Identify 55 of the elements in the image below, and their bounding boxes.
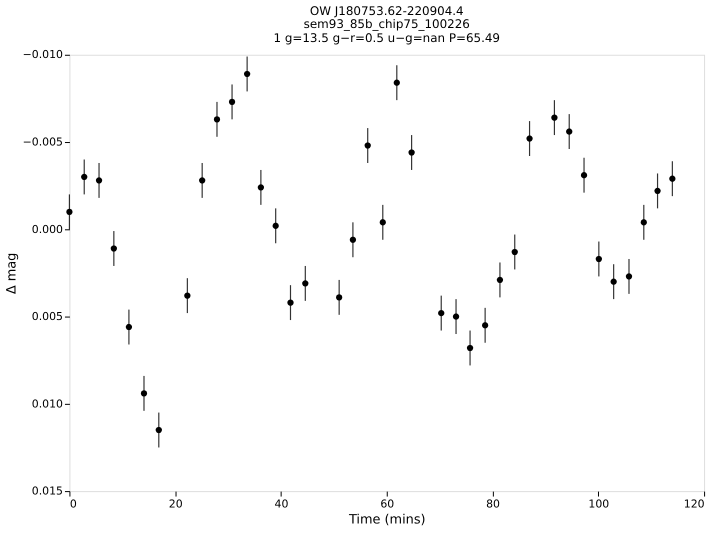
- point: [551, 114, 558, 121]
- point: [350, 236, 356, 243]
- point: [156, 426, 162, 434]
- point: [66, 208, 73, 215]
- point: [96, 177, 102, 184]
- point: [336, 294, 342, 300]
- x-tick-label: 100: [588, 497, 610, 510]
- y-tick-label: −0.005: [22, 136, 63, 149]
- point: [140, 390, 148, 396]
- point: [654, 188, 661, 194]
- point: [466, 344, 474, 352]
- point: [669, 176, 676, 182]
- y-axis-title: Δ mag: [4, 252, 20, 294]
- x-tick-label: 20: [168, 497, 183, 510]
- x-axis-title: Time (mins): [348, 512, 426, 528]
- point: [408, 149, 415, 156]
- point: [110, 245, 117, 252]
- x-tick-label: 80: [486, 497, 500, 510]
- chart-title: OW J180753.62-220904.4: [310, 4, 464, 18]
- y-tick-label: 0.000: [32, 222, 64, 236]
- point: [272, 222, 279, 229]
- point: [244, 70, 250, 78]
- point: [228, 98, 236, 106]
- point: [126, 324, 132, 330]
- x-tick-label: 0: [70, 497, 77, 510]
- point: [394, 80, 400, 86]
- y-tick-label: 0.005: [32, 310, 63, 324]
- point: [452, 313, 460, 320]
- point: [81, 174, 88, 180]
- point: [640, 219, 647, 226]
- y-tick-label: 0.010: [32, 397, 64, 410]
- point: [580, 172, 588, 178]
- point: [302, 280, 308, 287]
- point: [287, 299, 294, 306]
- point: [214, 116, 220, 122]
- point: [496, 276, 504, 284]
- chart-subtitle: sem93_85b_chip75_100226 1 g=13.5 g−r=0.5 u−g=nan P=65.49: [274, 16, 500, 45]
- point: [610, 278, 617, 285]
- point: [566, 128, 572, 135]
- point: [258, 184, 264, 191]
- point: [184, 292, 190, 299]
- y-tick-label: 0.015: [32, 484, 63, 498]
- point: [512, 248, 518, 256]
- y-tick-label: −0.010: [22, 48, 64, 62]
- x-tick-label: 40: [274, 497, 288, 510]
- point: [380, 219, 386, 226]
- point: [526, 135, 533, 142]
- x-tick-label: 120: [684, 497, 705, 510]
- point: [482, 322, 488, 328]
- point: [596, 256, 602, 262]
- x-tick-label: 60: [380, 497, 394, 510]
- point: [626, 273, 632, 280]
- point: [199, 177, 206, 184]
- point: [438, 310, 444, 316]
- point: [364, 142, 371, 149]
